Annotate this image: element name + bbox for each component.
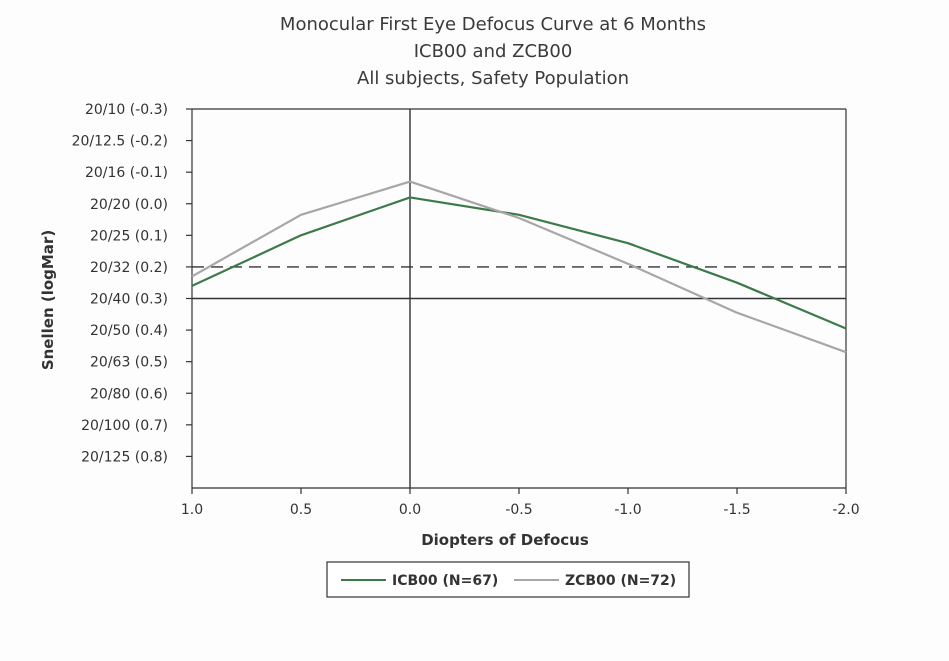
legend-box — [326, 561, 690, 598]
chart-title-line-3: All subjects, Safety Population — [357, 68, 629, 89]
x-tick-label-4: -1.0 — [614, 502, 641, 518]
legend-label-zcb00: ZCB00 (N=72) — [565, 573, 676, 589]
x-tick-label-5: -1.5 — [723, 502, 750, 518]
y-tick-label-7: 20/50 (0.4) — [90, 323, 168, 339]
y-tick-label-6: 20/40 (0.3) — [90, 292, 168, 308]
y-axis-title: Snellen (logMar) — [39, 230, 57, 370]
reference-lines — [192, 109, 846, 488]
chart-title-line-1: Monocular First Eye Defocus Curve at 6 M… — [280, 14, 706, 35]
x-tick-label-6: -2.0 — [832, 502, 859, 518]
y-axis-ticks: 20/10 (-0.3) 20/12.5 (-0.2) 20/16 (-0.1) 20… — [72, 102, 192, 465]
y-tick-label-1: 20/12.5 (-0.2) — [72, 134, 168, 150]
x-axis-ticks: 1.0 0.5 0.0 -0.5 -1.0 -1.5 -2.0 — [181, 488, 860, 518]
series-line-zcb00 — [191, 180, 847, 354]
y-tick-label-4: 20/25 (0.1) — [90, 228, 168, 244]
y-tick-label-11: 20/125 (0.8) — [81, 449, 168, 465]
y-tick-label-0: 20/10 (-0.3) — [85, 102, 168, 118]
y-tick-label-3: 20/20 (0.0) — [90, 197, 168, 213]
x-axis-title: Diopters of Defocus — [421, 531, 589, 549]
x-tick-label-2: 0.0 — [399, 502, 421, 518]
x-tick-label-3: -0.5 — [505, 502, 532, 518]
series-lines — [191, 180, 847, 354]
y-tick-label-9: 20/80 (0.6) — [90, 386, 168, 402]
x-tick-label-1: 0.5 — [290, 502, 312, 518]
y-tick-label-10: 20/100 (0.7) — [81, 418, 168, 434]
y-tick-label-2: 20/16 (-0.1) — [85, 165, 168, 181]
y-tick-label-5: 20/32 (0.2) — [90, 260, 168, 276]
legend-label-icb00: ICB00 (N=67) — [392, 573, 498, 589]
legend: ICB00 (N=67) ZCB00 (N=72) — [326, 561, 690, 598]
chart-title-line-2: ICB00 and ZCB00 — [414, 41, 573, 62]
chart-title: Monocular First Eye Defocus Curve at 6 M… — [280, 14, 706, 89]
y-tick-label-8: 20/63 (0.5) — [90, 355, 168, 371]
x-tick-label-0: 1.0 — [181, 502, 203, 518]
series-line-icb00 — [191, 196, 847, 330]
